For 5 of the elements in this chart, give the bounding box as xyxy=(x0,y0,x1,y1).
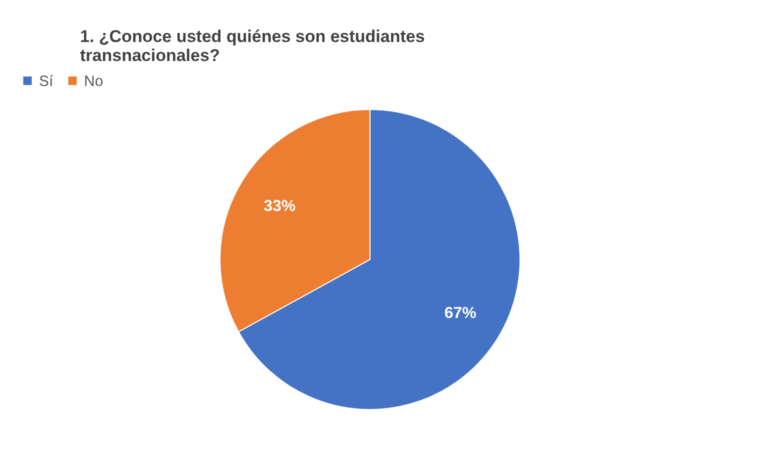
chart-title: 1. ¿Conoce usted quiénes son estudiantes transnacionales? xyxy=(80,27,425,65)
legend-label: Sí xyxy=(39,72,54,90)
legend-label: No xyxy=(84,72,104,90)
data-label: 33% xyxy=(264,198,296,216)
data-label: 67% xyxy=(444,304,476,322)
